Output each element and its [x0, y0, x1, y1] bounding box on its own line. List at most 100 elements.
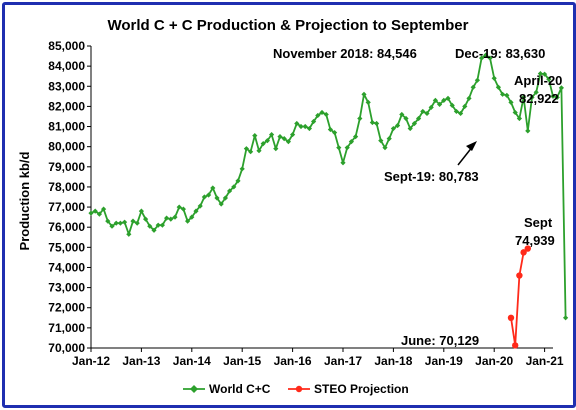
y-tick-label: 78,000 [48, 180, 85, 194]
series-line-0 [90, 54, 567, 318]
data-point-world-cc [403, 115, 409, 122]
series-points [88, 52, 569, 349]
data-point-world-cc [533, 89, 539, 95]
data-point-world-cc [437, 101, 443, 107]
annotation-sept-label: Sept [524, 215, 553, 230]
x-tick-label: Jan-13 [122, 354, 160, 368]
y-tick-label: 76,000 [48, 220, 85, 234]
data-point-world-cc [134, 220, 140, 226]
annotation-april20-label: April-20 [514, 73, 562, 88]
data-point-world-cc [281, 136, 287, 142]
data-point-world-cc [113, 220, 119, 226]
data-point-world-cc [399, 111, 405, 118]
data-point-world-cc [302, 123, 308, 130]
data-point-world-cc [117, 220, 123, 226]
data-point-world-cc [441, 97, 447, 103]
annotation-sept19: Sept-19: 80,783 [384, 169, 479, 184]
data-point-world-cc [101, 206, 107, 212]
data-point-world-cc [294, 120, 300, 127]
data-point-world-cc [386, 136, 392, 142]
y-tick-label: 82,000 [48, 99, 85, 113]
data-point-world-cc [235, 178, 241, 184]
data-point-world-cc [88, 210, 94, 216]
data-point-world-cc [521, 94, 527, 100]
y-tick-label: 85,000 [48, 39, 85, 53]
data-point-world-cc [495, 84, 501, 90]
data-point-world-cc [554, 94, 560, 100]
data-point-world-cc [378, 138, 384, 144]
data-point-world-cc [155, 222, 161, 228]
legend-item-steo: STEO Projection [288, 382, 409, 396]
x-tick-label: Jan-14 [173, 354, 211, 368]
legend-label-steo: STEO Projection [314, 382, 409, 396]
data-point-world-cc [243, 146, 249, 152]
annotation-april20-value: 82,922 [519, 91, 559, 106]
data-point-world-cc [474, 77, 480, 83]
annotation-dec19: Dec-19: 83,630 [455, 46, 545, 61]
data-point-world-cc [197, 203, 203, 209]
data-point-world-cc [344, 145, 350, 151]
data-point-world-cc [357, 115, 363, 122]
data-point-world-cc [210, 185, 216, 191]
data-point-world-cc [453, 108, 459, 115]
x-tick-labels: Jan-12 Jan-13 Jan-14 Jan-15 Jan-16 Jan-17 Jan-… [72, 348, 564, 368]
data-point-world-cc [269, 131, 275, 138]
data-point-world-cc [319, 109, 325, 116]
data-point-world-cc [285, 139, 291, 145]
data-point-world-cc [260, 141, 266, 147]
data-point-world-cc [147, 223, 153, 229]
data-point-world-cc [445, 95, 451, 101]
data-point-world-cc [273, 146, 279, 152]
data-point-world-cc [558, 85, 564, 91]
data-point-world-cc [466, 95, 472, 101]
x-tick-label: Jan-21 [526, 354, 564, 368]
data-point-world-cc [96, 211, 102, 217]
y-tick-label: 83,000 [48, 79, 85, 93]
series-lines [90, 54, 567, 347]
data-point-world-cc [504, 92, 510, 98]
x-tick-label: Jan-20 [475, 354, 513, 368]
data-point-world-cc [382, 145, 388, 151]
y-tick-label: 81,000 [48, 120, 85, 134]
data-point-world-cc [256, 148, 262, 154]
data-point-world-cc [470, 84, 476, 90]
y-tick-label: 72,000 [48, 301, 85, 315]
data-point-world-cc [122, 219, 128, 225]
data-point-world-cc [369, 119, 375, 126]
data-point-world-cc [563, 315, 569, 321]
data-point-world-cc [462, 103, 468, 109]
data-point-world-cc [550, 93, 556, 99]
data-point-world-cc [390, 125, 396, 132]
y-tick-label: 74,000 [48, 260, 85, 274]
x-tick-label: Jan-12 [72, 354, 110, 368]
data-point-world-cc [201, 194, 207, 200]
annotation-june: June: 70,129 [401, 333, 479, 348]
x-tick-label: Jan-16 [274, 354, 312, 368]
data-point-world-cc [172, 214, 178, 220]
data-point-world-cc [252, 132, 258, 139]
data-point-world-cc [491, 75, 497, 81]
data-point-world-cc [500, 91, 506, 97]
axes [90, 46, 553, 349]
data-point-world-cc [138, 208, 144, 214]
data-point-world-cc [159, 222, 165, 228]
y-axis-label: Production kb/d [17, 151, 32, 250]
data-point-world-cc [407, 125, 413, 132]
data-point-world-cc [298, 123, 304, 130]
data-point-world-cc [143, 216, 149, 222]
data-point-world-cc [264, 138, 270, 144]
data-point-world-cc [411, 120, 417, 127]
x-tick-label: Jan-19 [425, 354, 463, 368]
series-line-1 [510, 247, 529, 347]
data-point-world-cc [508, 99, 514, 105]
x-tick-label: Jan-18 [374, 354, 412, 368]
data-point-world-cc [290, 131, 296, 138]
data-point-world-cc [432, 97, 438, 103]
data-point-world-cc [214, 195, 220, 201]
data-point-world-cc [420, 108, 426, 115]
chart: World C + C Production & Projection to S… [17, 17, 569, 396]
data-point-world-cc [529, 94, 535, 100]
data-point-world-cc [424, 110, 430, 117]
data-point-world-cc [336, 145, 342, 151]
